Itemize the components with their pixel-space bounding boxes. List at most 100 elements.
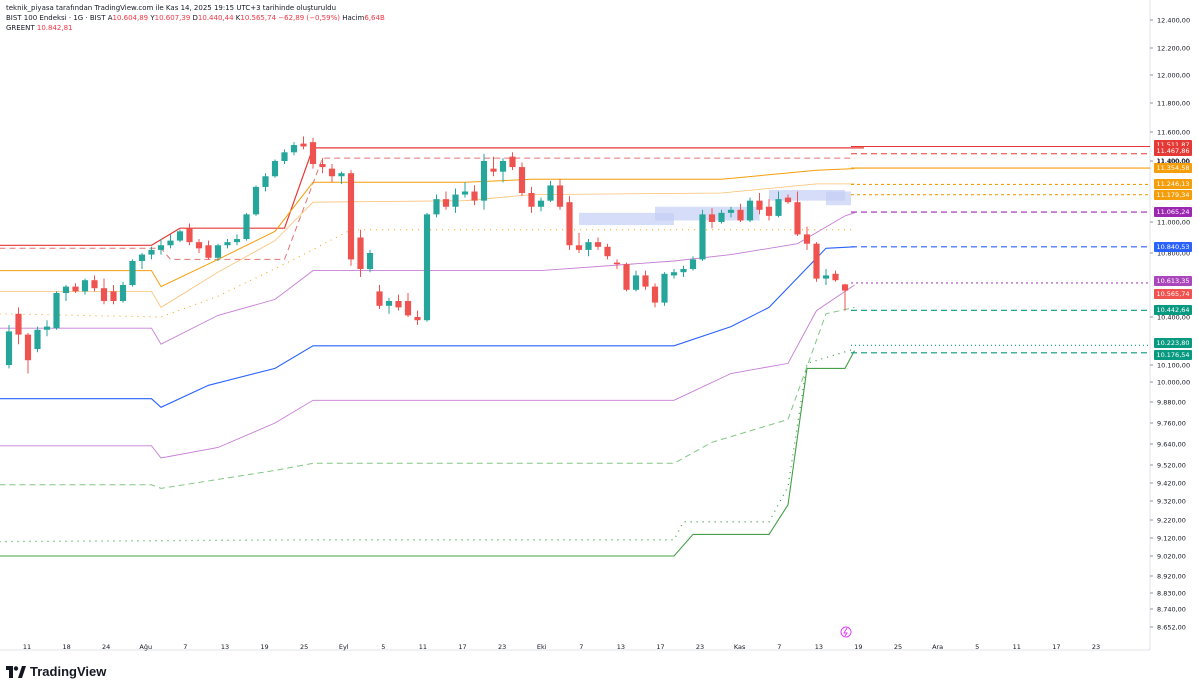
symbol-name[interactable]: BIST 100 Endeksi · 1G · BIST (6, 14, 106, 22)
candle-body (765, 206, 773, 216)
candle-body (129, 261, 136, 285)
candle-body (43, 326, 51, 330)
x-tick-label: 25 (894, 643, 902, 651)
candle-body (205, 245, 212, 258)
candle-body (575, 245, 583, 250)
x-tick-label: 7 (183, 643, 187, 651)
candle-body (81, 280, 89, 292)
close-value: 10.565,74 (240, 14, 277, 22)
x-tick-label: Ağu (139, 643, 152, 651)
blue-band (0, 246, 855, 408)
candle-body (566, 202, 573, 246)
candle-body (366, 253, 374, 269)
candle-body (746, 200, 754, 221)
candle-body (186, 228, 193, 243)
candle-body (737, 209, 744, 221)
candle-body (537, 200, 545, 207)
candle-body (480, 161, 488, 201)
upper-red-band (0, 147, 864, 246)
x-tick-label: 5 (975, 643, 979, 651)
price-label: 11.246,13 (1154, 179, 1192, 190)
tradingview-logo-icon (6, 665, 26, 678)
candle-body (452, 194, 459, 207)
candle-body (271, 161, 279, 177)
y-tick-label: 8.652,00 (1157, 624, 1186, 632)
candle-body (357, 237, 364, 269)
candle-body (756, 200, 763, 210)
candle-body (243, 214, 250, 240)
candle-body (148, 249, 155, 255)
y-tick-label: 9.220,00 (1157, 517, 1186, 525)
y-tick-label: 12.200,00 (1157, 45, 1190, 53)
candle-body (376, 291, 383, 306)
attribution-line: teknik_piyasa tarafından TradingView.com… (6, 4, 337, 12)
candle-body (404, 301, 412, 316)
price-label: 11.354,58 (1154, 162, 1192, 173)
y-tick-label: 10.000,00 (1157, 379, 1190, 387)
x-tick-label: 23 (1092, 643, 1100, 651)
indicator-name: GREENT (6, 24, 35, 32)
supply-zone (769, 189, 845, 201)
y-tick-label: 10.800,00 (1157, 250, 1190, 258)
y-tick-label: 12.400,00 (1157, 17, 1190, 25)
candle-body (176, 231, 184, 241)
x-tick-label: Ara (932, 643, 943, 651)
candle-body (651, 286, 659, 303)
candle-body (338, 173, 345, 177)
candle-body (34, 329, 41, 349)
x-tick-label: 24 (102, 643, 110, 651)
candle-body (585, 242, 592, 250)
y-tick-label: 12.000,00 (1157, 72, 1190, 80)
x-tick-label: 19 (854, 643, 862, 651)
y-tick-label: 9.520,00 (1157, 462, 1186, 470)
y-tick-label: 9.320,00 (1157, 498, 1186, 506)
price-label: 11.511,87 (1154, 139, 1192, 150)
candle-body (262, 176, 269, 187)
candle-body (214, 245, 222, 258)
candle-body (347, 173, 355, 260)
x-tick-label: 25 (300, 643, 308, 651)
x-tick-label: 23 (696, 643, 704, 651)
indicator-line[interactable]: GREENT 10.842,81 (6, 23, 385, 33)
price-label: 10.565,74 (1154, 289, 1192, 300)
symbol-line: BIST 100 Endeksi · 1G · BIST A10.604,89 … (6, 13, 385, 23)
candle-body (841, 284, 849, 291)
candle-body (119, 285, 127, 301)
x-tick-label: 13 (815, 643, 823, 651)
candle-body (471, 191, 478, 201)
candle-body (680, 269, 687, 273)
tradingview-logo[interactable]: TradingView (6, 664, 106, 679)
candle-body (509, 156, 516, 168)
green-dotted-band (0, 348, 855, 543)
orange-dotted-band (0, 229, 855, 318)
candle-body (794, 202, 801, 235)
indicator-value: 10.842,81 (36, 24, 73, 32)
x-tick-label: 17 (656, 643, 664, 651)
light-orange-band (0, 183, 855, 308)
candle-body (91, 280, 98, 289)
candle-body (699, 214, 706, 260)
x-tick-label: Eki (537, 643, 547, 651)
x-tick-label: 11 (1013, 643, 1021, 651)
price-label: 10.442,64 (1154, 305, 1192, 316)
candle-body (224, 242, 231, 246)
candle-body (252, 186, 260, 215)
candle-body (547, 185, 554, 201)
x-tick-label: 19 (260, 643, 268, 651)
y-tick-label: 9.880,00 (1157, 399, 1186, 407)
candle-body (490, 168, 497, 172)
candle-body (15, 313, 22, 335)
high-label: Y (150, 14, 155, 22)
volume-value: 6,64B (364, 14, 385, 22)
close-label: K (235, 14, 241, 22)
open-value: 10.604,89 (112, 14, 149, 22)
y-tick-label: 11.000,00 (1157, 219, 1190, 227)
candle-body (281, 152, 288, 161)
candle-body (604, 246, 611, 257)
open-label: A (107, 14, 113, 22)
x-tick-label: 13 (617, 643, 625, 651)
candle-body (300, 143, 307, 147)
price-label: 11.467,86 (1154, 146, 1192, 157)
